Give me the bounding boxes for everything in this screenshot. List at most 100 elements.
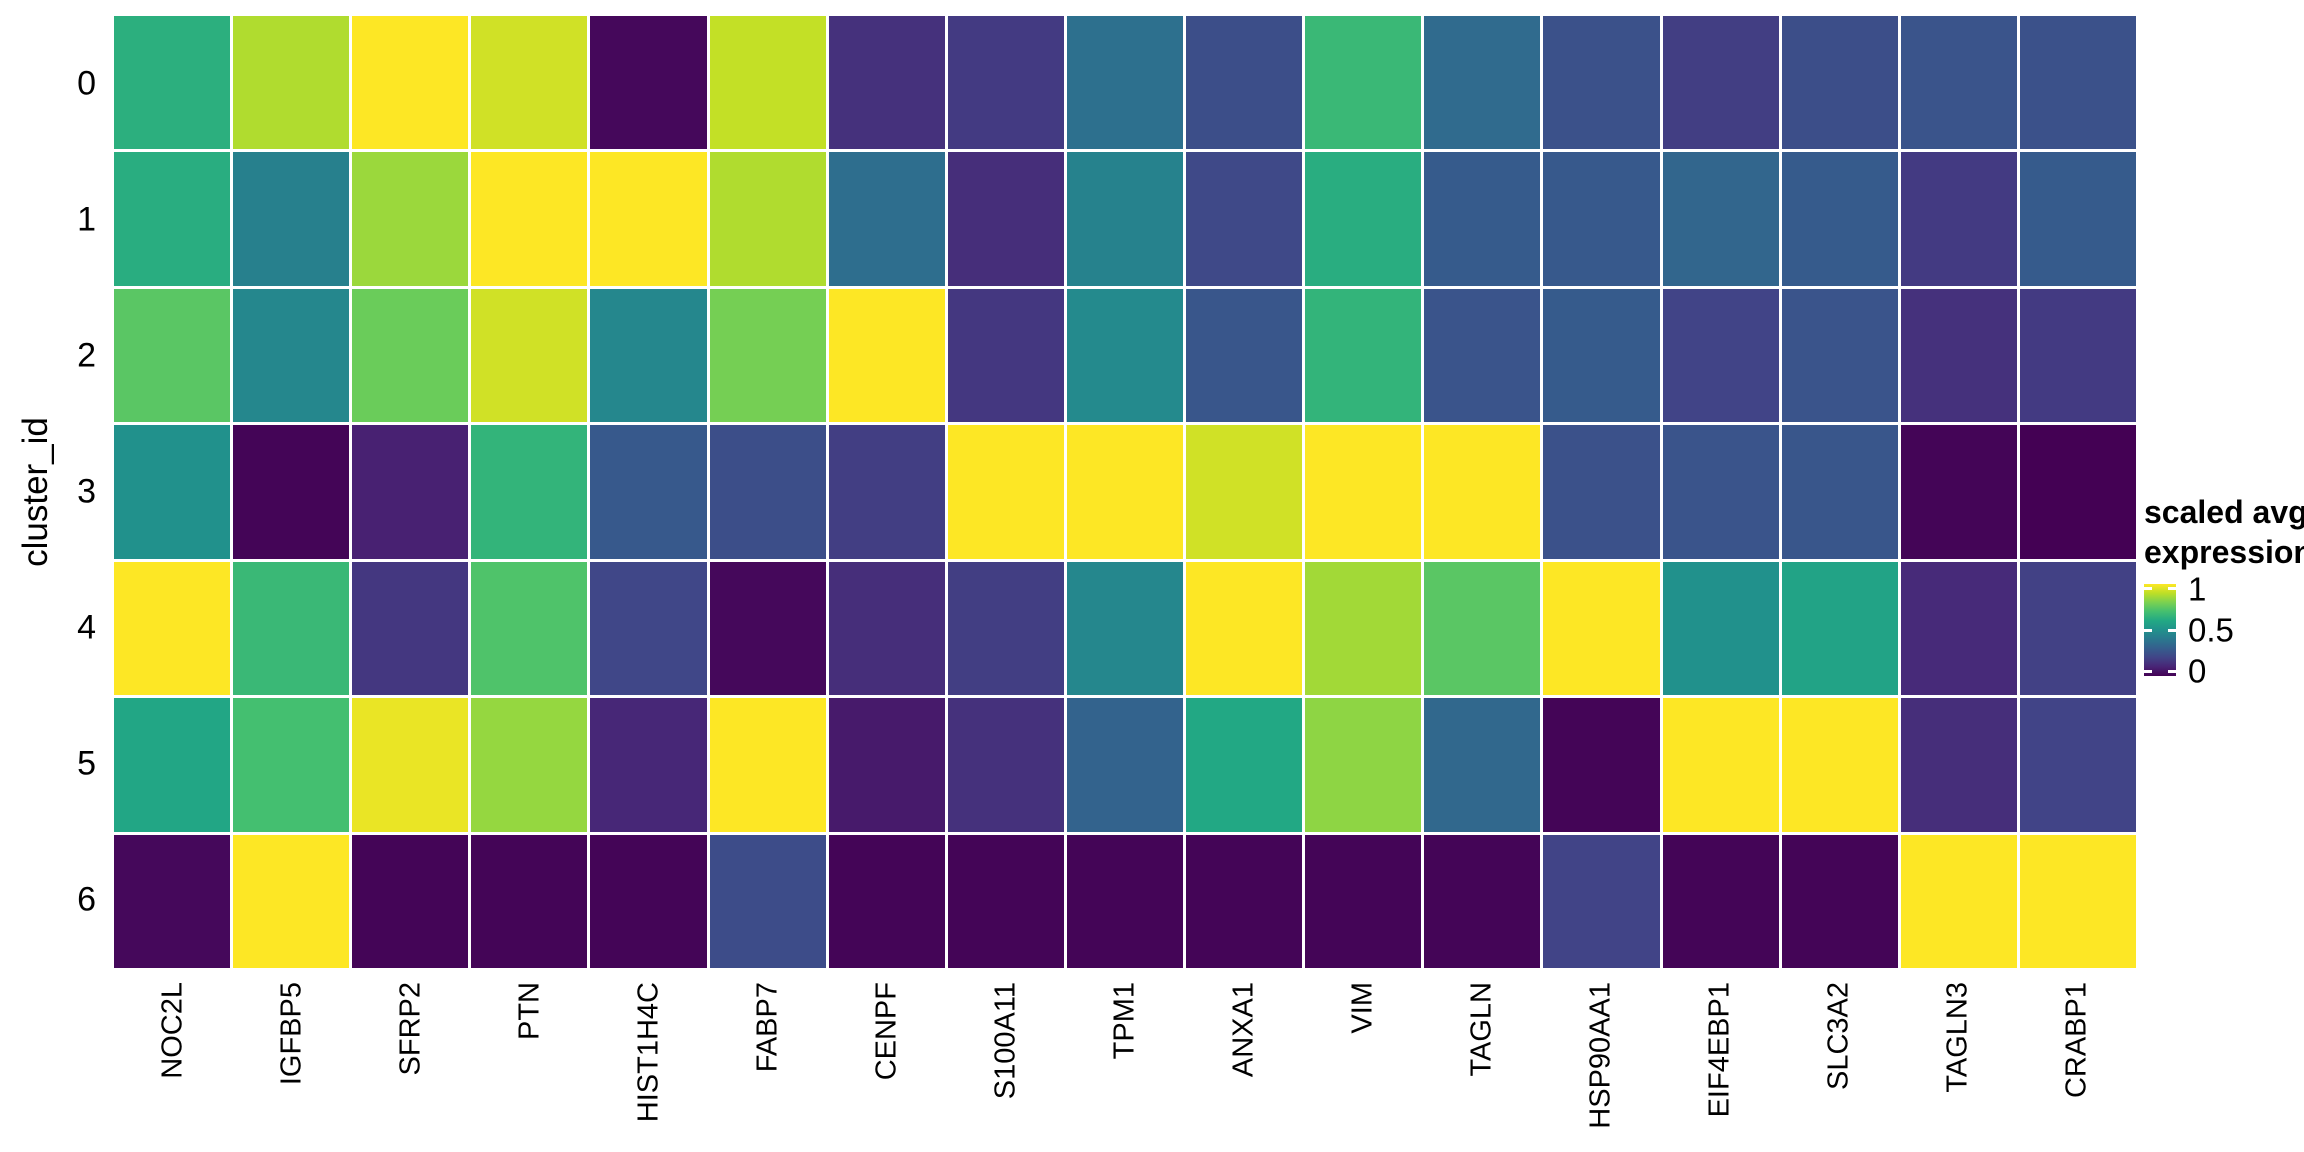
x-tick-label: EIF4EBP1 [1703, 982, 1736, 1118]
heatmap-cell [1900, 288, 2017, 423]
heatmap-cell [114, 561, 231, 696]
y-tick-label: 3 [77, 472, 96, 511]
x-tick-label: IGFBP5 [275, 982, 308, 1086]
x-tick-label: HSP90AA1 [1584, 982, 1617, 1129]
heatmap-cell [352, 425, 469, 559]
legend-title-line2: expression [2144, 534, 2304, 570]
heatmap-cell [1662, 425, 1779, 559]
heatmap-cell [471, 152, 588, 286]
legend-tick-label: 0 [2188, 652, 2207, 690]
x-tick-label: CENPF [870, 982, 903, 1081]
heatmap-cell [1305, 834, 1422, 968]
x-tick-label: FABP7 [751, 982, 784, 1073]
heatmap-cell [1305, 425, 1422, 559]
heatmap-cell [828, 16, 945, 150]
heatmap-cell [1781, 834, 1898, 968]
heatmap-cell [590, 152, 707, 286]
heatmap-cell [1543, 16, 1660, 150]
heatmap-cell [114, 698, 231, 832]
heatmap-cell [1900, 16, 2017, 150]
heatmap-cell [1305, 698, 1422, 832]
x-tick-label: NOC2L [156, 982, 189, 1079]
heatmap-cell [1543, 288, 1660, 423]
y-tick-label: 0 [77, 64, 96, 103]
heatmap-cell [590, 834, 707, 968]
x-tick-label: SFRP2 [394, 982, 427, 1076]
heatmap-cell [947, 288, 1064, 423]
heatmap-cell [352, 834, 469, 968]
y-tick-label: 4 [77, 608, 96, 647]
heatmap-cell [471, 834, 588, 968]
heatmap-cell [709, 698, 826, 832]
x-tick-label: TPM1 [1108, 982, 1141, 1060]
heatmap-cell [471, 561, 588, 696]
heatmap-cell [828, 561, 945, 696]
heatmap-cell [1662, 561, 1779, 696]
heatmap-cell [1305, 561, 1422, 696]
heatmap-cell [471, 288, 588, 423]
legend-tick-label: 0.5 [2188, 611, 2234, 649]
x-tick-label: S100A11 [989, 982, 1022, 1100]
heatmap-cell [1066, 425, 1184, 559]
heatmap-cell [233, 698, 350, 832]
heatmap-cell [471, 16, 588, 150]
heatmap-cell [2019, 425, 2136, 559]
legend: scaled avg. expression 1 0.5 0 [2144, 492, 2304, 688]
heatmap-cell [947, 152, 1064, 286]
heatmap-cell [114, 425, 231, 559]
heatmap-cell [1066, 834, 1184, 968]
heatmap-cell [1424, 561, 1541, 696]
heatmap-cell [1543, 152, 1660, 286]
heatmap-cell [1781, 425, 1898, 559]
heatmap-cell [1900, 152, 2017, 286]
heatmap-cell [114, 152, 231, 286]
y-tick-label: 5 [77, 744, 96, 783]
heatmap-cell [590, 16, 707, 150]
heatmap-cell [2019, 561, 2136, 696]
heatmap-cell [1424, 698, 1541, 832]
heatmap-cell [114, 834, 231, 968]
heatmap-cell [352, 152, 469, 286]
y-tick-label: 6 [77, 880, 96, 919]
heatmap-cell [828, 834, 945, 968]
heatmap-cell [828, 698, 945, 832]
heatmap-cell [2019, 834, 2136, 968]
x-tick-label: VIM [1346, 982, 1379, 1034]
heatmap-cell [1066, 152, 1184, 286]
heatmap-cell [947, 425, 1064, 559]
legend-tick-mark [2144, 587, 2152, 591]
heatmap-cell [1662, 152, 1779, 286]
heatmap-cell [1900, 698, 2017, 832]
heatmap-cell [1424, 425, 1541, 559]
heatmap-cell [1781, 561, 1898, 696]
legend-title-line1: scaled avg. [2144, 494, 2304, 530]
x-tick-label: TAGLN3 [1941, 982, 1974, 1093]
heatmap-cell [233, 288, 350, 423]
heatmap-cell [2019, 152, 2136, 286]
legend-colorbar-area: 1 0.5 0 [2144, 572, 2304, 688]
heatmap-cell [2019, 16, 2136, 150]
legend-tick-mark [2144, 669, 2152, 673]
heatmap-cell [828, 152, 945, 286]
heatmap-grid [114, 16, 2136, 968]
heatmap-cell [947, 698, 1064, 832]
heatmap-cell [1543, 425, 1660, 559]
heatmap-cell [1186, 152, 1303, 286]
heatmap-cell [233, 561, 350, 696]
x-tick-label: CRABP1 [2060, 982, 2093, 1099]
heatmap-cell [1662, 288, 1779, 423]
heatmap-cell [709, 288, 826, 423]
heatmap-cell [1781, 152, 1898, 286]
x-tick-label: TAGLN [1465, 982, 1498, 1077]
heatmap-cell [590, 425, 707, 559]
heatmap-cell [2019, 288, 2136, 423]
legend-tick-mark [2168, 628, 2176, 632]
heatmap-cell [233, 152, 350, 286]
heatmap-cell [1305, 16, 1422, 150]
heatmap-cell [233, 425, 350, 559]
heatmap-cell [1781, 16, 1898, 150]
heatmap-cell [1066, 561, 1184, 696]
heatmap-cell [1186, 425, 1303, 559]
heatmap-cell [352, 288, 469, 423]
